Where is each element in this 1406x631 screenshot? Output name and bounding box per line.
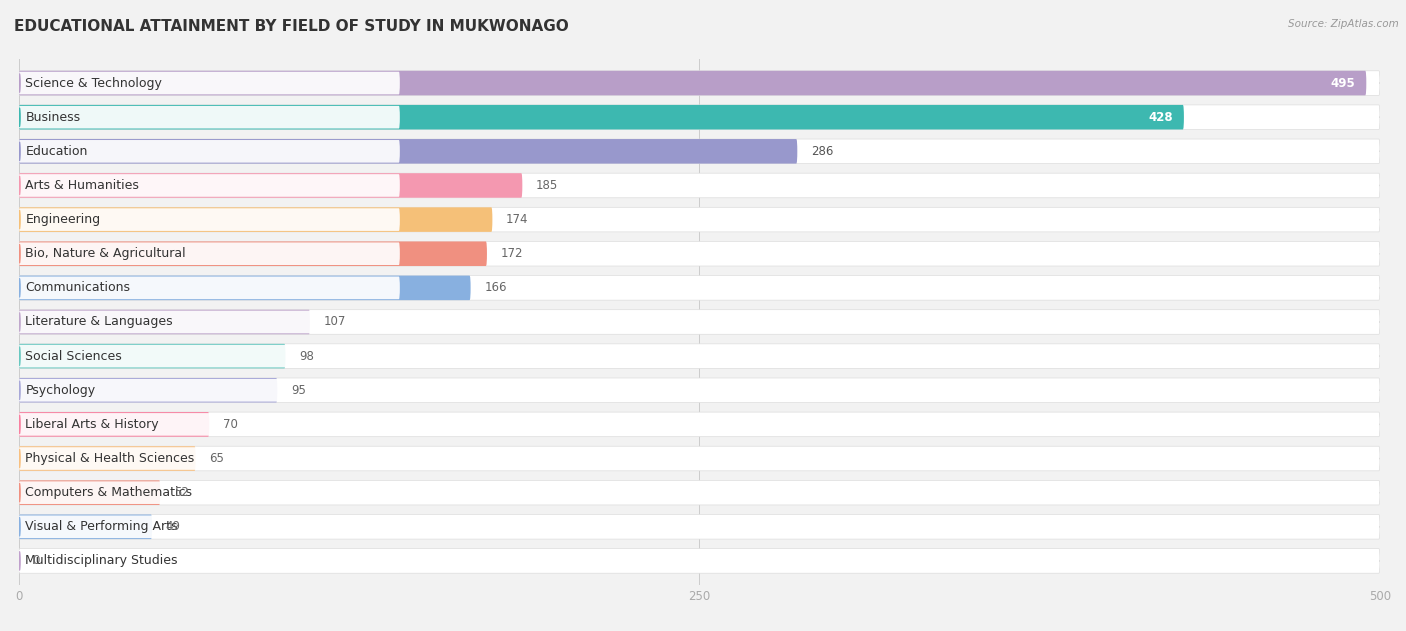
- FancyBboxPatch shape: [18, 447, 399, 470]
- Text: Business: Business: [25, 110, 80, 124]
- Text: Multidisciplinary Studies: Multidisciplinary Studies: [25, 555, 179, 567]
- Text: 98: 98: [299, 350, 314, 363]
- Text: 107: 107: [323, 316, 346, 329]
- FancyBboxPatch shape: [18, 550, 399, 572]
- Text: 52: 52: [174, 486, 188, 499]
- FancyBboxPatch shape: [18, 208, 399, 231]
- FancyBboxPatch shape: [18, 242, 1379, 266]
- FancyBboxPatch shape: [18, 208, 1379, 232]
- FancyBboxPatch shape: [18, 71, 1367, 95]
- FancyBboxPatch shape: [18, 378, 1379, 403]
- Text: Communications: Communications: [25, 281, 131, 295]
- FancyBboxPatch shape: [18, 173, 1379, 198]
- Text: Bio, Nature & Agricultural: Bio, Nature & Agricultural: [25, 247, 186, 260]
- Circle shape: [18, 381, 20, 399]
- Text: Social Sciences: Social Sciences: [25, 350, 122, 363]
- Circle shape: [18, 312, 20, 331]
- Text: 0: 0: [32, 555, 39, 567]
- Text: Science & Technology: Science & Technology: [25, 76, 162, 90]
- FancyBboxPatch shape: [18, 310, 399, 333]
- FancyBboxPatch shape: [18, 242, 486, 266]
- Text: 174: 174: [506, 213, 529, 226]
- FancyBboxPatch shape: [18, 446, 195, 471]
- Circle shape: [18, 415, 20, 433]
- Text: 495: 495: [1330, 76, 1355, 90]
- FancyBboxPatch shape: [18, 139, 1379, 163]
- FancyBboxPatch shape: [18, 480, 1379, 505]
- FancyBboxPatch shape: [18, 208, 492, 232]
- FancyBboxPatch shape: [18, 548, 1379, 573]
- FancyBboxPatch shape: [18, 105, 1379, 129]
- Circle shape: [18, 517, 20, 536]
- FancyBboxPatch shape: [18, 516, 399, 538]
- Circle shape: [18, 210, 20, 229]
- Text: Education: Education: [25, 145, 87, 158]
- Text: 286: 286: [811, 145, 834, 158]
- FancyBboxPatch shape: [18, 413, 399, 435]
- Text: Literature & Languages: Literature & Languages: [25, 316, 173, 329]
- FancyBboxPatch shape: [18, 446, 1379, 471]
- Circle shape: [18, 278, 20, 297]
- Text: 428: 428: [1149, 110, 1173, 124]
- FancyBboxPatch shape: [18, 139, 797, 163]
- Circle shape: [18, 108, 20, 127]
- FancyBboxPatch shape: [18, 344, 285, 369]
- FancyBboxPatch shape: [18, 481, 399, 504]
- FancyBboxPatch shape: [18, 412, 1379, 437]
- FancyBboxPatch shape: [18, 514, 152, 539]
- FancyBboxPatch shape: [18, 310, 1379, 334]
- FancyBboxPatch shape: [18, 378, 277, 403]
- Text: Liberal Arts & History: Liberal Arts & History: [25, 418, 159, 431]
- Text: Visual & Performing Arts: Visual & Performing Arts: [25, 521, 179, 533]
- FancyBboxPatch shape: [18, 310, 309, 334]
- FancyBboxPatch shape: [18, 480, 160, 505]
- Circle shape: [18, 244, 20, 263]
- FancyBboxPatch shape: [18, 173, 523, 198]
- FancyBboxPatch shape: [18, 345, 399, 367]
- Circle shape: [18, 142, 20, 161]
- Text: Physical & Health Sciences: Physical & Health Sciences: [25, 452, 194, 465]
- FancyBboxPatch shape: [18, 276, 399, 299]
- Text: Source: ZipAtlas.com: Source: ZipAtlas.com: [1288, 19, 1399, 29]
- Text: 70: 70: [224, 418, 238, 431]
- Text: EDUCATIONAL ATTAINMENT BY FIELD OF STUDY IN MUKWONAGO: EDUCATIONAL ATTAINMENT BY FIELD OF STUDY…: [14, 19, 569, 34]
- FancyBboxPatch shape: [18, 71, 1379, 95]
- Text: 166: 166: [484, 281, 506, 295]
- FancyBboxPatch shape: [18, 105, 1184, 129]
- FancyBboxPatch shape: [18, 174, 399, 197]
- Circle shape: [18, 483, 20, 502]
- Text: Arts & Humanities: Arts & Humanities: [25, 179, 139, 192]
- FancyBboxPatch shape: [18, 242, 399, 265]
- FancyBboxPatch shape: [18, 140, 399, 163]
- FancyBboxPatch shape: [18, 514, 1379, 539]
- Circle shape: [18, 74, 20, 92]
- FancyBboxPatch shape: [18, 379, 399, 401]
- FancyBboxPatch shape: [18, 72, 399, 95]
- FancyBboxPatch shape: [18, 276, 1379, 300]
- Text: 172: 172: [501, 247, 523, 260]
- Text: 185: 185: [536, 179, 558, 192]
- Text: Psychology: Psychology: [25, 384, 96, 397]
- FancyBboxPatch shape: [18, 106, 399, 129]
- FancyBboxPatch shape: [18, 276, 471, 300]
- Circle shape: [18, 176, 20, 195]
- Text: 65: 65: [209, 452, 224, 465]
- Circle shape: [18, 551, 20, 570]
- Text: Computers & Mathematics: Computers & Mathematics: [25, 486, 193, 499]
- FancyBboxPatch shape: [18, 344, 1379, 369]
- Circle shape: [18, 449, 20, 468]
- Text: 95: 95: [291, 384, 307, 397]
- Circle shape: [18, 347, 20, 365]
- FancyBboxPatch shape: [18, 412, 209, 437]
- Text: 49: 49: [166, 521, 181, 533]
- Text: Engineering: Engineering: [25, 213, 101, 226]
